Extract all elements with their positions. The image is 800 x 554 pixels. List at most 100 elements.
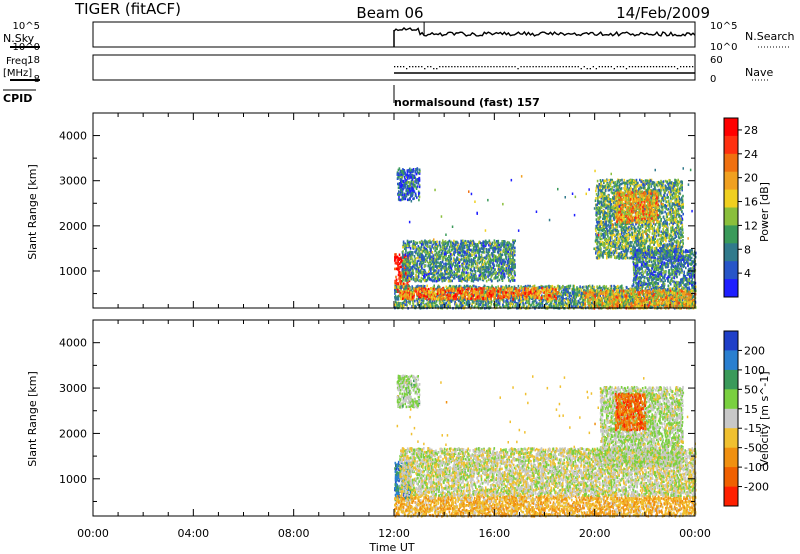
echo-cell bbox=[446, 259, 448, 262]
echo-cell bbox=[418, 295, 420, 299]
echo-cell bbox=[434, 297, 437, 301]
echo-cell bbox=[526, 293, 528, 296]
echo-cell bbox=[472, 299, 474, 302]
echo-cell bbox=[639, 285, 642, 289]
echo-cell bbox=[459, 302, 462, 305]
echo-cell bbox=[621, 284, 623, 288]
echo-cell bbox=[533, 284, 536, 288]
echo-cell bbox=[403, 299, 406, 302]
echo-cell bbox=[517, 299, 520, 302]
echo-cell bbox=[670, 294, 672, 297]
echo-cell bbox=[399, 291, 401, 294]
echo-cell bbox=[464, 291, 466, 295]
echo-cell bbox=[493, 293, 496, 297]
echo-cell bbox=[453, 253, 456, 257]
echo-cell bbox=[511, 294, 514, 298]
echo-cell bbox=[513, 285, 516, 289]
echo-cell bbox=[408, 269, 410, 272]
echo-cell bbox=[461, 298, 463, 302]
echo-cell bbox=[615, 294, 617, 297]
echo-cell bbox=[400, 265, 402, 268]
echo-cell bbox=[415, 287, 418, 291]
echo-cell bbox=[508, 248, 510, 251]
echo-cell bbox=[530, 304, 532, 307]
echo-cell bbox=[586, 286, 589, 290]
echo-cell bbox=[423, 240, 426, 244]
echo-cell bbox=[654, 287, 657, 290]
echo-cell bbox=[402, 301, 404, 305]
echo-cell bbox=[451, 296, 453, 300]
echo-cell bbox=[453, 257, 455, 260]
echo-cell bbox=[655, 305, 657, 309]
echo-cell bbox=[427, 304, 429, 307]
echo-cell bbox=[478, 295, 480, 298]
echo-cell bbox=[418, 288, 420, 291]
echo-cell bbox=[471, 269, 474, 273]
echo-cell bbox=[441, 254, 443, 258]
echo-cell bbox=[650, 294, 653, 297]
echo-cell bbox=[462, 290, 465, 294]
echo-cell bbox=[510, 301, 512, 304]
echo-cell bbox=[426, 284, 428, 288]
echo-cell bbox=[453, 292, 455, 295]
echo-cell bbox=[402, 271, 404, 275]
echo-cell bbox=[597, 302, 599, 306]
echo-cell bbox=[492, 292, 494, 296]
echo-cell bbox=[517, 296, 520, 300]
echo-cell bbox=[511, 246, 513, 250]
echo-cell bbox=[496, 261, 499, 264]
echo-cell bbox=[405, 275, 407, 279]
echo-cell bbox=[486, 304, 489, 308]
echo-cell bbox=[676, 285, 679, 289]
echo-cell bbox=[397, 273, 400, 277]
echo-cell bbox=[459, 274, 461, 277]
echo-cell bbox=[454, 302, 456, 306]
echo-cell bbox=[478, 305, 480, 309]
echo-cell bbox=[454, 265, 456, 268]
echo-cell bbox=[421, 294, 424, 297]
echo-cell bbox=[479, 303, 482, 307]
echo-cell bbox=[417, 254, 419, 258]
echo-cell bbox=[577, 302, 579, 306]
echo-cell bbox=[590, 286, 592, 289]
echo-cell bbox=[497, 290, 499, 293]
echo-cell bbox=[480, 244, 483, 247]
echo-cell bbox=[476, 244, 478, 247]
echo-cell bbox=[691, 286, 693, 289]
echo-cell bbox=[435, 300, 438, 303]
echo-cell bbox=[555, 297, 557, 301]
echo-cell bbox=[485, 299, 488, 303]
echo-cell bbox=[502, 292, 505, 296]
echo-cell bbox=[510, 295, 512, 299]
echo-cell bbox=[559, 292, 561, 295]
echo-cell bbox=[475, 302, 478, 306]
echo-cell bbox=[455, 289, 458, 293]
echo-cell bbox=[616, 285, 618, 289]
echo-cell bbox=[503, 292, 506, 296]
echo-cell bbox=[487, 286, 490, 289]
echo-cell bbox=[427, 298, 430, 301]
echo-cell bbox=[545, 292, 548, 295]
echo-cell bbox=[457, 305, 459, 308]
echo-cell bbox=[438, 243, 441, 246]
echo-cell bbox=[467, 250, 469, 253]
echo-cell bbox=[499, 305, 501, 309]
echo-cell bbox=[480, 299, 483, 303]
echo-cell bbox=[628, 295, 630, 298]
echo-cell bbox=[540, 286, 542, 289]
echo-cell bbox=[472, 264, 474, 268]
echo-cell bbox=[580, 295, 583, 298]
echo-cell bbox=[559, 301, 562, 304]
echo-cell bbox=[423, 285, 426, 288]
echo-cell bbox=[462, 288, 465, 291]
echo-cell bbox=[629, 287, 631, 291]
echo-cell bbox=[480, 290, 482, 293]
echo-cell bbox=[400, 288, 402, 291]
echo-cell bbox=[488, 267, 490, 271]
echo-cell bbox=[499, 299, 501, 303]
echo-cell bbox=[479, 270, 481, 273]
echo-cell bbox=[532, 295, 534, 298]
echo-cell bbox=[420, 277, 423, 280]
echo-cell bbox=[398, 286, 400, 289]
echo-cell bbox=[563, 303, 566, 306]
